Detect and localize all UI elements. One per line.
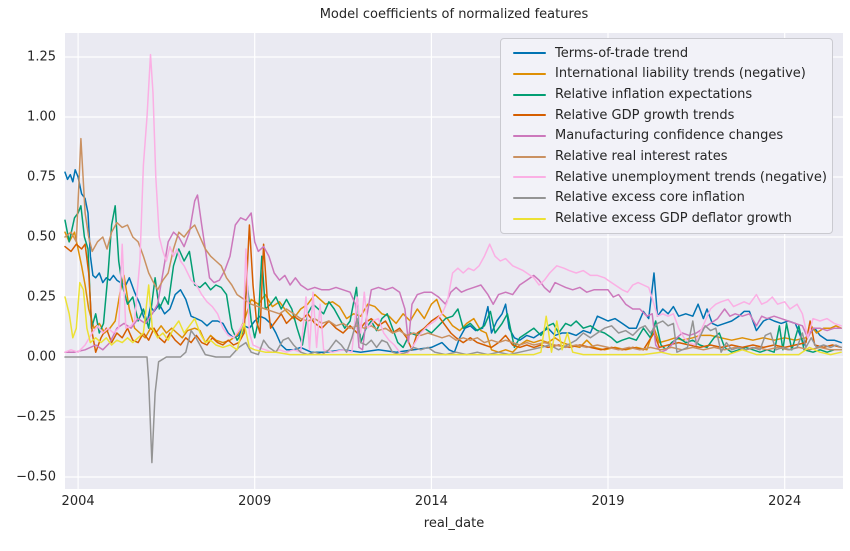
legend-item: Relative real interest rates — [509, 147, 824, 167]
legend-line-swatch — [513, 196, 546, 199]
series-line — [64, 205, 842, 353]
legend-item-label: Relative inflation expectations — [555, 87, 753, 103]
series-line — [64, 53, 842, 356]
legend-item-label: Relative excess core inflation — [555, 190, 745, 206]
y-tick-label: −0.25 — [16, 409, 56, 425]
legend-item-label: Relative real interest rates — [555, 149, 728, 165]
series-line — [64, 281, 842, 356]
y-tick-label: 1.25 — [27, 49, 56, 65]
legend-line-swatch — [513, 134, 546, 137]
legend-item-label: Terms-of-trade trend — [555, 45, 689, 61]
y-tick-label: −0.50 — [16, 469, 56, 485]
legend-item-label: Relative excess GDP deflator growth — [555, 211, 792, 227]
y-tick-label: 1.00 — [27, 109, 56, 125]
x-tick-label: 2014 — [414, 494, 448, 509]
y-tick-label: 0.50 — [27, 229, 56, 245]
legend-line-swatch — [513, 176, 546, 179]
data-series-lines — [64, 53, 842, 464]
legend: Terms-of-trade trend International liabil… — [500, 38, 833, 234]
y-tick-label: 0.00 — [27, 349, 56, 365]
legend-item: Relative GDP growth trends — [509, 105, 824, 125]
x-axis-label: real_date — [423, 516, 485, 531]
y-tick-label: 0.25 — [27, 289, 56, 305]
x-tick-label: 2009 — [238, 494, 272, 509]
legend-line-swatch — [513, 72, 546, 75]
grid-lines — [65, 33, 843, 489]
legend-line-swatch — [513, 52, 546, 55]
y-tick-label: 0.75 — [27, 169, 56, 185]
legend-item-label: Relative GDP growth trends — [555, 107, 735, 123]
legend-item: Terms-of-trade trend — [509, 43, 824, 63]
legend-item: Relative unemployment trends (negative) — [509, 167, 827, 187]
legend-line-swatch — [513, 93, 546, 96]
legend-item: Relative excess GDP deflator growth — [509, 209, 824, 229]
legend-item: Relative inflation expectations — [509, 85, 824, 105]
legend-item-label: Relative unemployment trends (negative) — [555, 169, 827, 185]
legend-line-swatch — [513, 217, 546, 220]
legend-line-swatch — [513, 155, 546, 158]
legend-item-label: International liability trends (negative… — [555, 66, 806, 82]
legend-item: Relative excess core inflation — [509, 188, 824, 208]
x-tick-label: 2024 — [768, 494, 802, 509]
legend-line-swatch — [513, 114, 546, 117]
chart-title: Model coefficients of normalized feature… — [319, 7, 589, 22]
legend-item: Manufacturing confidence changes — [509, 126, 824, 146]
x-tick-label: 2019 — [591, 494, 625, 509]
legend-item: International liability trends (negative… — [509, 64, 824, 84]
legend-item-label: Manufacturing confidence changes — [555, 128, 784, 144]
x-tick-label: 2004 — [61, 494, 95, 509]
